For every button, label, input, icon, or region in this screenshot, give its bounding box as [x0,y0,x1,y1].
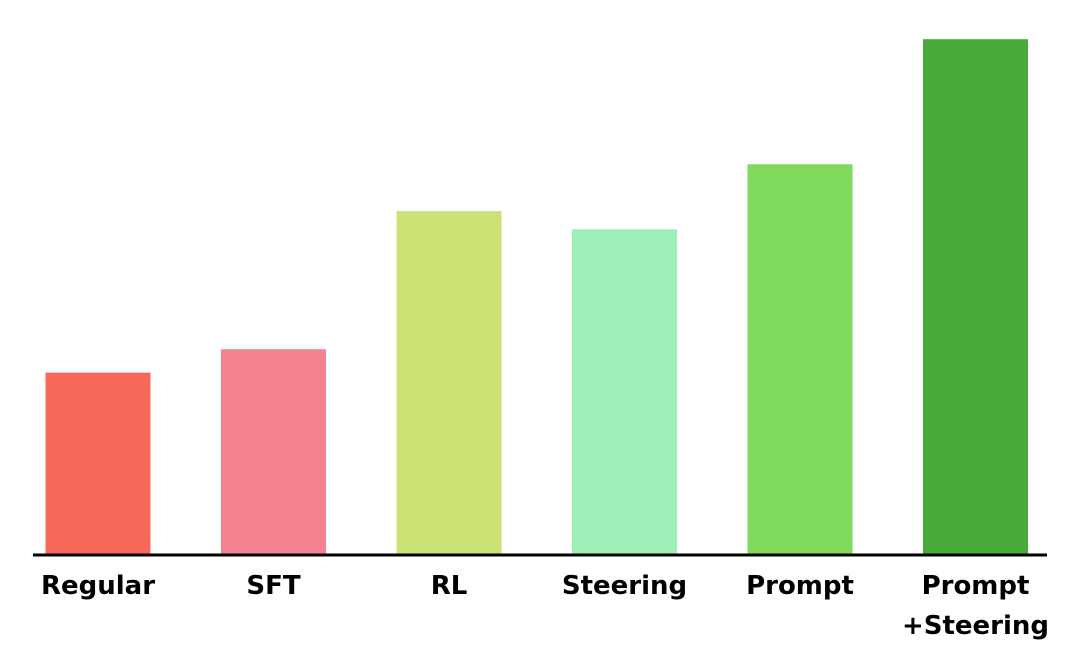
bar-prompt [747,164,853,555]
bar-rl [396,211,502,555]
x-tick-label: Steering [562,571,687,601]
bar-regular [45,372,151,555]
x-tick-label: SFT [246,571,300,601]
x-tick-label: Regular [41,571,155,601]
x-tick-labels: Regular SFT RL Steering Prompt Prompt +Steerin… [41,571,1049,641]
x-tick-label: Prompt +Steering [902,571,1049,641]
x-tick-label: Prompt [746,571,854,601]
x-tick-label: RL [431,571,468,601]
bar-sft [221,349,326,555]
bar-prompt-steering [923,39,1028,555]
bar-steering [572,229,677,555]
bars-group [45,39,1028,555]
